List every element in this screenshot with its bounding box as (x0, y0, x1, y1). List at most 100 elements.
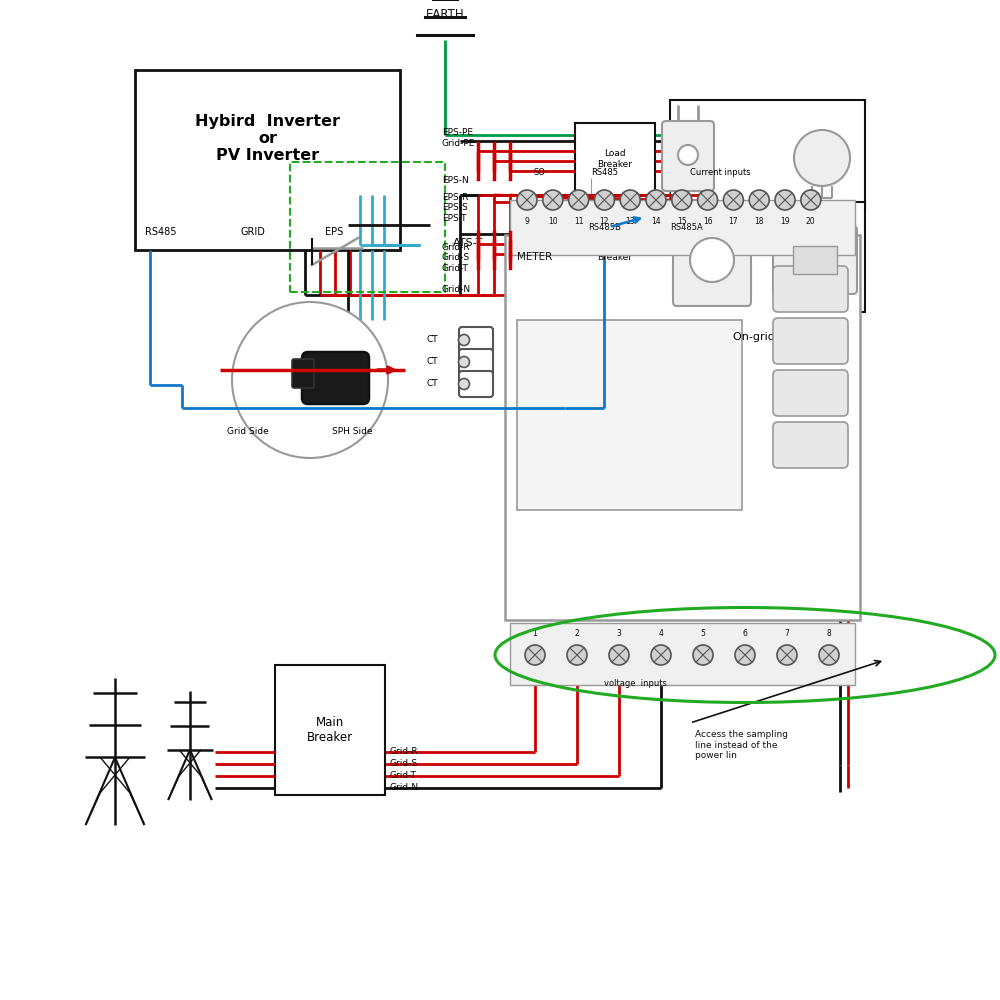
FancyBboxPatch shape (673, 216, 751, 306)
Text: 1: 1 (533, 629, 537, 638)
Text: Load
Breaker: Load Breaker (598, 149, 633, 169)
Text: CT: CT (426, 358, 438, 366)
Text: voltage  inputs: voltage inputs (604, 678, 666, 688)
Circle shape (678, 145, 698, 165)
Text: ATS-T: ATS-T (453, 238, 483, 248)
Circle shape (735, 645, 755, 665)
Circle shape (458, 357, 470, 367)
Text: Grid-S: Grid-S (390, 760, 418, 768)
Circle shape (819, 645, 839, 665)
Text: METER: METER (517, 252, 552, 262)
Text: 4: 4 (659, 629, 663, 638)
Text: 11: 11 (574, 218, 583, 227)
Circle shape (620, 190, 640, 210)
Bar (510, 200, 855, 255)
Text: Grid-R: Grid-R (390, 748, 419, 756)
Text: EPS-PE
Grid-PE: EPS-PE Grid-PE (442, 128, 475, 148)
Text: EPS-N: EPS-N (442, 176, 469, 185)
Circle shape (609, 645, 629, 665)
Text: GRID: GRID (240, 227, 265, 237)
Text: RS485: RS485 (145, 227, 177, 237)
Text: SPH Side: SPH Side (332, 428, 372, 436)
Text: Grid-R
Grid-S
Grid-T: Grid-R Grid-S Grid-T (442, 243, 471, 273)
Circle shape (672, 190, 692, 210)
Text: Load
Breaker: Load Breaker (598, 242, 633, 262)
Text: Access the sampling
line instead of the
power lin: Access the sampling line instead of the … (695, 730, 788, 760)
Text: 20: 20 (806, 218, 816, 227)
Bar (275, 665, 385, 795)
Text: CT: CT (426, 336, 438, 344)
Circle shape (651, 645, 671, 665)
Text: 10: 10 (548, 218, 558, 227)
Text: Hybird  Inverter
or
PV Inverter: Hybird Inverter or PV Inverter (195, 114, 340, 163)
Text: EPS: EPS (325, 227, 343, 237)
Text: RS485: RS485 (591, 168, 618, 177)
Circle shape (690, 238, 734, 282)
Text: 13: 13 (625, 218, 635, 227)
Text: Main
Breaker: Main Breaker (307, 716, 353, 744)
Text: 2: 2 (575, 629, 579, 638)
FancyBboxPatch shape (773, 226, 857, 294)
Text: 15: 15 (677, 218, 687, 227)
Circle shape (569, 190, 589, 210)
Circle shape (646, 190, 666, 210)
Text: On-grid load: On-grid load (733, 332, 802, 342)
Bar (135, 70, 400, 250)
Text: RS485A: RS485A (670, 223, 703, 232)
FancyBboxPatch shape (773, 266, 848, 312)
Bar (517, 320, 742, 510)
FancyBboxPatch shape (459, 349, 493, 375)
Bar (793, 246, 837, 274)
FancyBboxPatch shape (459, 371, 493, 397)
Text: Grid Side: Grid Side (227, 428, 269, 436)
FancyBboxPatch shape (292, 359, 314, 388)
Text: 19: 19 (780, 218, 790, 227)
Bar (670, 202, 865, 312)
Circle shape (794, 130, 850, 186)
Circle shape (517, 190, 537, 210)
Text: EARTH: EARTH (426, 8, 464, 21)
Text: RS485B: RS485B (588, 223, 621, 232)
Circle shape (458, 334, 470, 346)
FancyBboxPatch shape (773, 318, 848, 364)
Text: Grid-T: Grid-T (390, 772, 417, 780)
Circle shape (801, 190, 821, 210)
Circle shape (698, 190, 718, 210)
Bar (670, 100, 865, 210)
Text: 18: 18 (754, 218, 764, 227)
Circle shape (458, 378, 470, 389)
FancyBboxPatch shape (773, 370, 848, 416)
Circle shape (777, 645, 797, 665)
Text: 14: 14 (651, 218, 661, 227)
Bar (575, 216, 655, 288)
Circle shape (232, 302, 388, 458)
Bar (290, 162, 445, 292)
Text: 12: 12 (600, 218, 609, 227)
Circle shape (775, 190, 795, 210)
Text: Grid-N: Grid-N (442, 286, 471, 294)
FancyBboxPatch shape (459, 327, 493, 353)
Text: SO: SO (534, 168, 546, 177)
Text: 16: 16 (703, 218, 712, 227)
FancyBboxPatch shape (302, 352, 369, 404)
Bar (510, 623, 855, 685)
Circle shape (567, 645, 587, 665)
Bar (505, 235, 860, 620)
Circle shape (723, 190, 743, 210)
Circle shape (525, 645, 545, 665)
Text: Current inputs: Current inputs (690, 168, 751, 177)
Text: 3: 3 (617, 629, 621, 638)
Text: Grid-N: Grid-N (390, 784, 419, 792)
Text: CT: CT (426, 379, 438, 388)
Bar (575, 123, 655, 195)
Circle shape (693, 645, 713, 665)
Text: 9: 9 (525, 218, 529, 227)
Text: 8: 8 (827, 629, 831, 638)
Circle shape (749, 190, 769, 210)
FancyBboxPatch shape (773, 422, 848, 468)
Text: 17: 17 (729, 218, 738, 227)
Text: EPS-R
EPS-S
EPS-T: EPS-R EPS-S EPS-T (442, 193, 468, 223)
Text: 7: 7 (785, 629, 789, 638)
Text: 6: 6 (743, 629, 747, 638)
Circle shape (543, 190, 563, 210)
